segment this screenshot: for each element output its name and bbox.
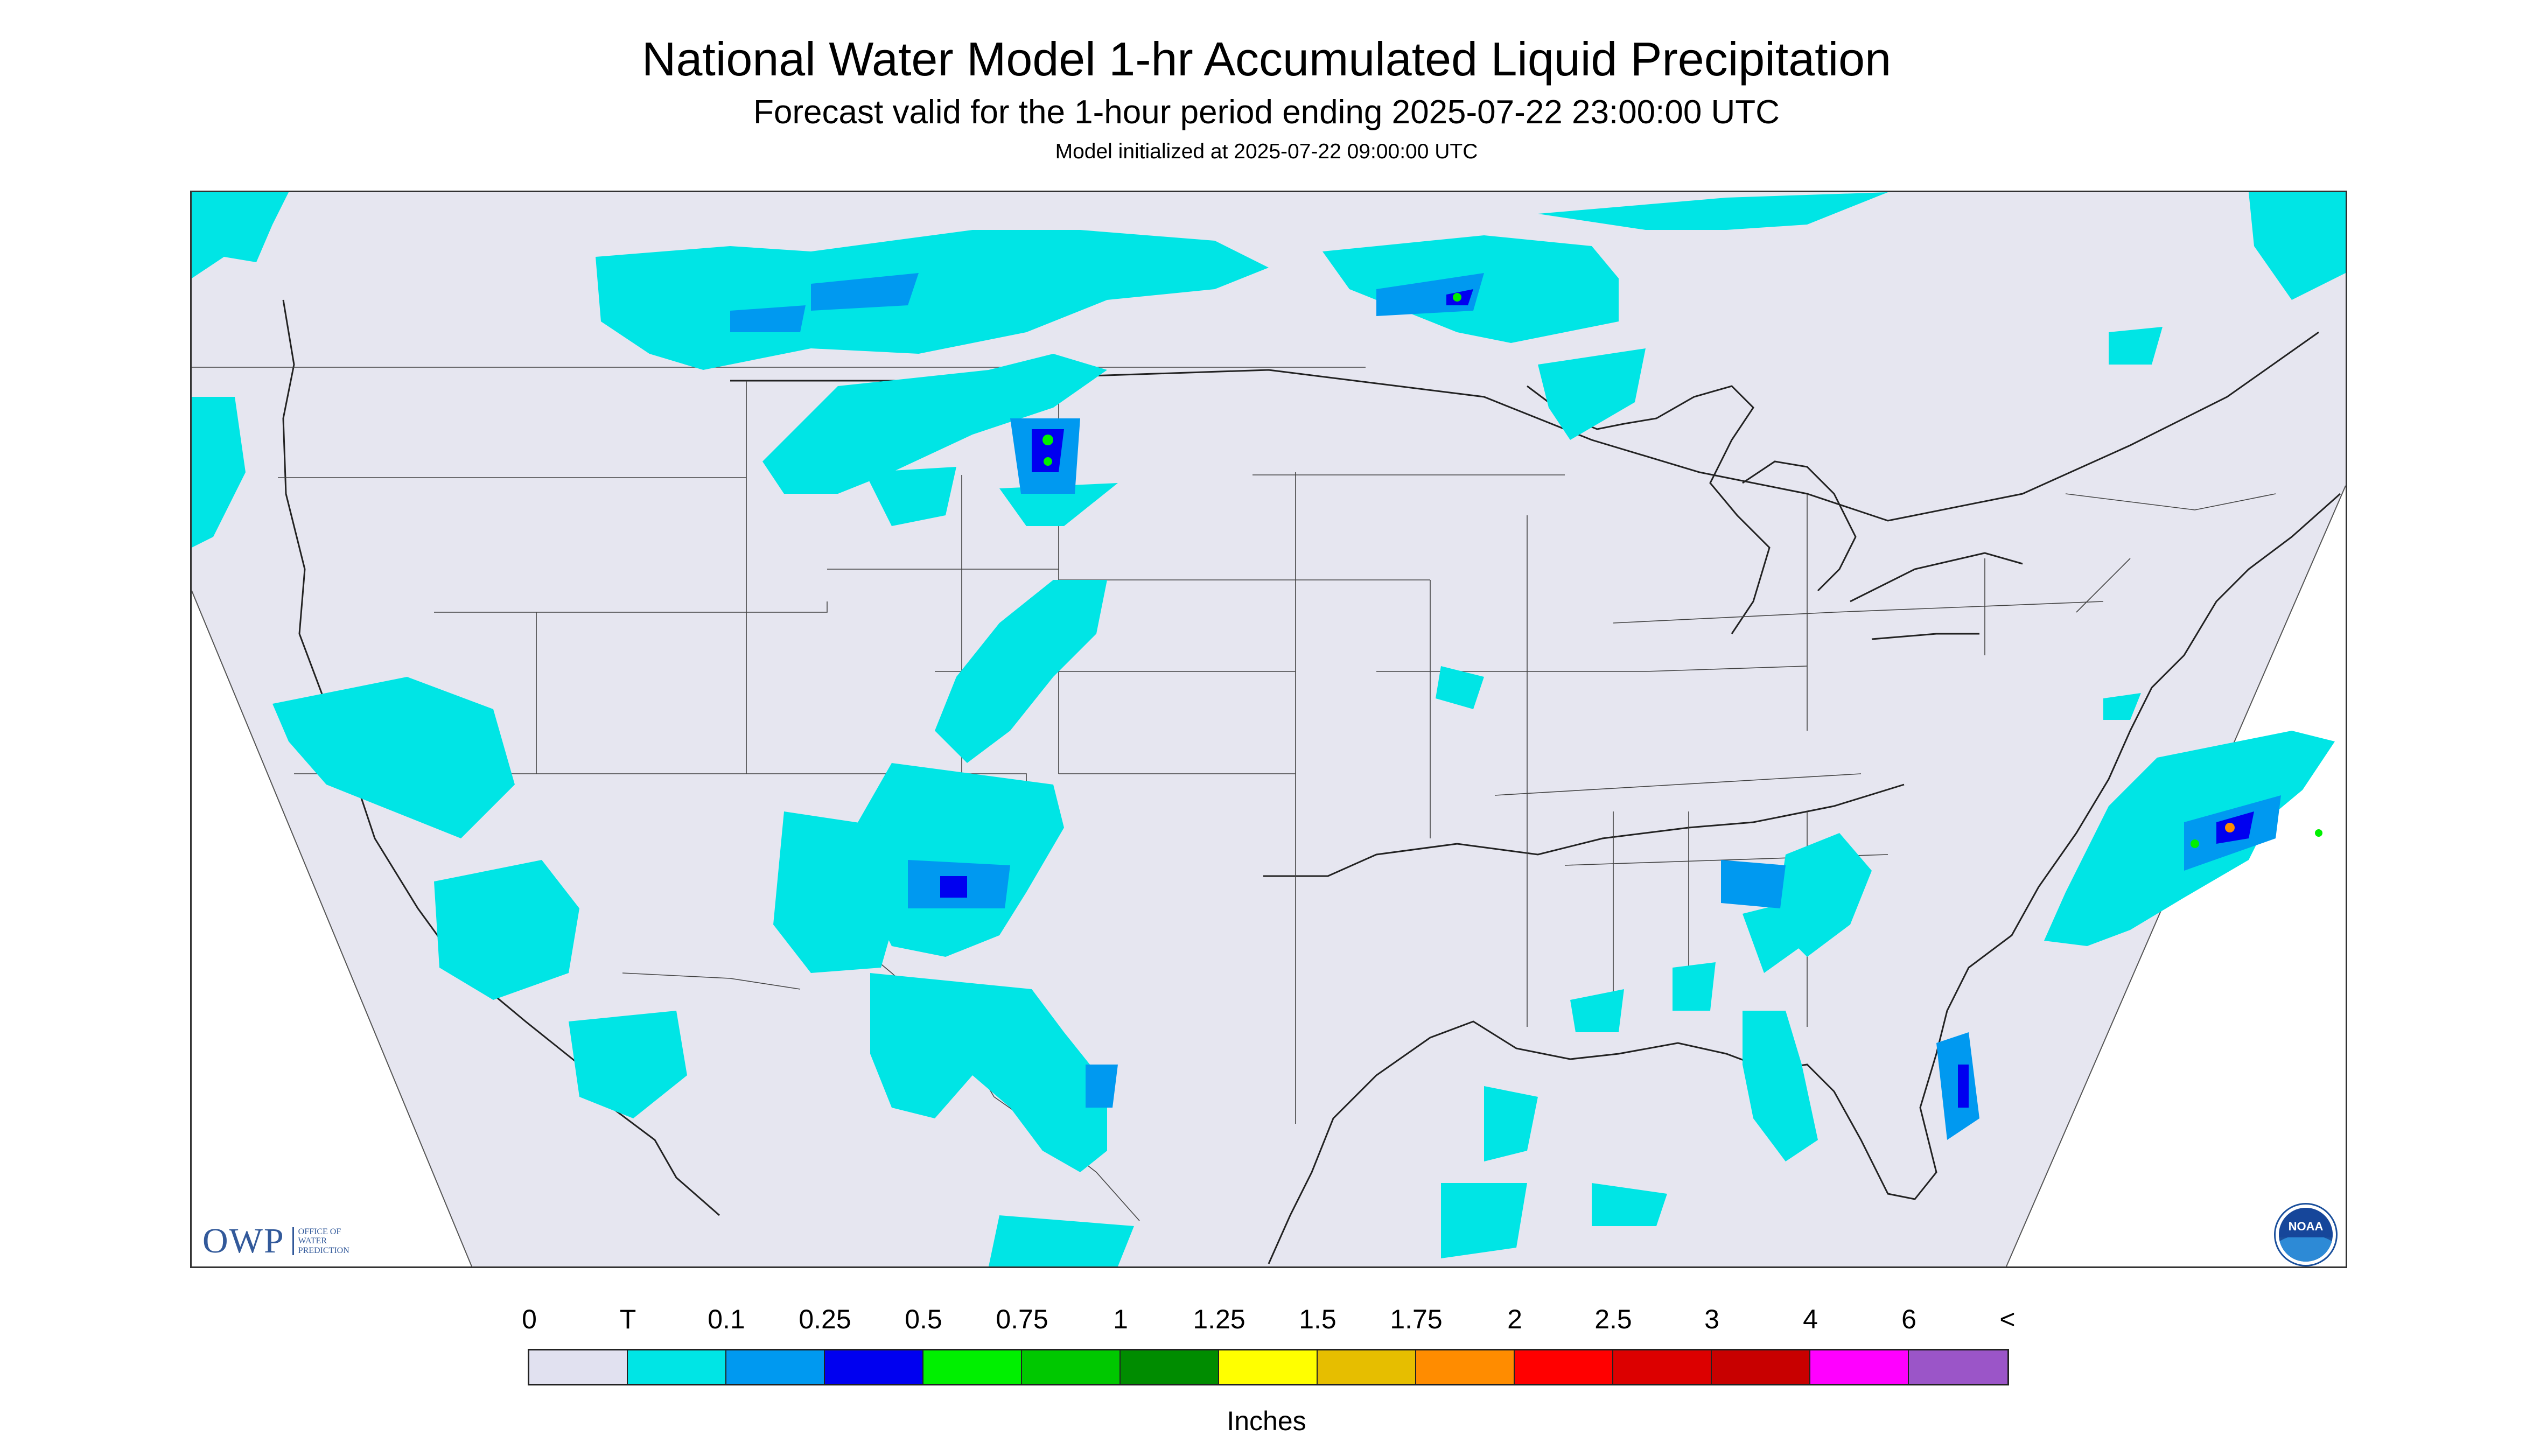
legend-tick-label: 0.5 (905, 1304, 942, 1334)
legend-tick-label: 4 (1803, 1304, 1818, 1334)
legend-swatch (825, 1350, 923, 1384)
legend-labels: 0 T 0.1 0.25 0.5 0.75 1 1.25 1.5 1.75 2 2.5 3 4 6 < (0, 1306, 2533, 1338)
legend-swatch (1909, 1350, 2007, 1384)
legend-swatch (1810, 1350, 1909, 1384)
legend-tick-label: 2.5 (1594, 1304, 1632, 1334)
owp-logo-mark: OWP (202, 1221, 285, 1261)
legend-swatch (529, 1350, 628, 1384)
legend-units: Inches (1227, 1406, 1306, 1436)
noaa-logo: NOAA (2276, 1205, 2336, 1265)
legend-color-bar (528, 1349, 2009, 1385)
noaa-logo-wave (2279, 1235, 2333, 1262)
legend-tick-label: 1.75 (1390, 1304, 1443, 1334)
legend-tick-label: < (1999, 1304, 2016, 1334)
legend-tick-label: 0.1 (708, 1304, 745, 1334)
owp-logo-text: OFFICE OF WATER PREDICTION (292, 1227, 358, 1256)
legend-swatch (1121, 1350, 1219, 1384)
legend-swatch (1613, 1350, 1712, 1384)
owp-logo: OWP OFFICE OF WATER PREDICTION (202, 1221, 358, 1262)
legend-swatch (726, 1350, 825, 1384)
coastlines (282, 299, 2341, 1264)
legend-swatch (628, 1350, 726, 1384)
precipitation-map: OWP OFFICE OF WATER PREDICTION NOAA (190, 191, 2347, 1268)
legend-swatch (1416, 1350, 1515, 1384)
legend-swatch (1022, 1350, 1121, 1384)
model-init-time: Model initialized at 2025-07-22 09:00:00… (1055, 140, 1478, 163)
noaa-logo-text: NOAA (2279, 1208, 2333, 1237)
legend-tick-label: 1 (1113, 1304, 1128, 1334)
legend-tick-label: 0.25 (799, 1304, 851, 1334)
legend-tick-label: 0 (522, 1304, 537, 1334)
legend-tick-label: 6 (1901, 1304, 1916, 1334)
legend-swatch (1712, 1350, 1810, 1384)
legend-tick-label: 3 (1704, 1304, 1719, 1334)
precip-trace (192, 192, 2346, 1266)
legend-tick-label: 1.5 (1299, 1304, 1337, 1334)
map-subtitle: Forecast valid for the 1-hour period end… (753, 94, 1780, 131)
map-title: National Water Model 1-hr Accumulated Li… (641, 32, 1892, 86)
legend-tick-label: 2 (1507, 1304, 1522, 1334)
legend-tick-label: 0.75 (996, 1304, 1048, 1334)
legend-swatch (1219, 1350, 1318, 1384)
legend-swatch (1515, 1350, 1613, 1384)
legend-swatch (1318, 1350, 1416, 1384)
legend-swatch (923, 1350, 1022, 1384)
legend-tick-label: T (619, 1304, 636, 1334)
projection-border-left (192, 590, 472, 1266)
precip-intense (1042, 293, 2322, 848)
map-canvas (192, 192, 2346, 1266)
legend-tick-label: 1.25 (1193, 1304, 1245, 1334)
